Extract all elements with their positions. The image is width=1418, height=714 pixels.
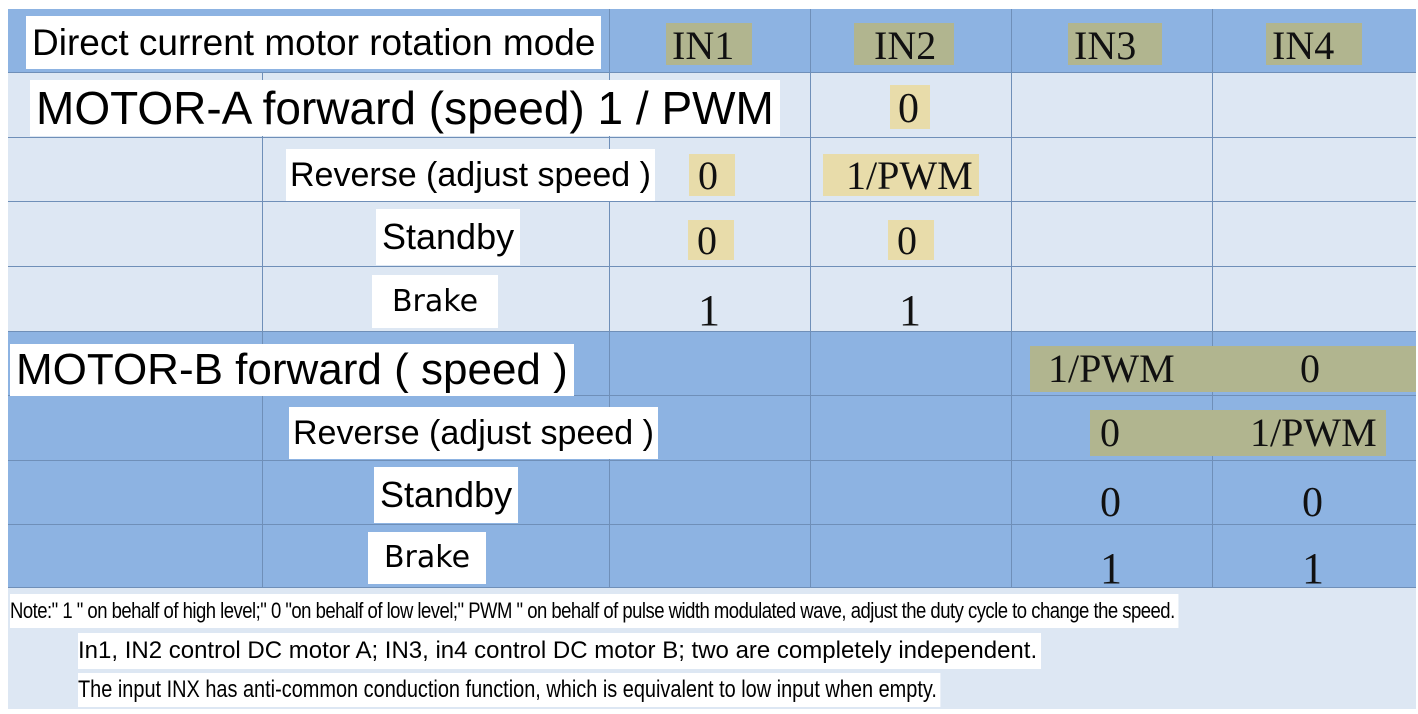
motor-a-brake-label: Brake — [372, 275, 498, 328]
table-row: MOTOR-B forward ( speed ) 1/PWM 0 — [8, 332, 1416, 396]
note-line-3: The input INX has anti-common conduction… — [78, 673, 941, 707]
motor-a-reverse-in2: 1/PWM — [846, 153, 973, 198]
motor-b-forward-label: MOTOR-B forward ( speed ) — [10, 344, 574, 396]
table-header-row: Direct current motor rotation mode IN1 I… — [8, 9, 1416, 73]
motor-a-forward-in2: 0 — [898, 86, 919, 132]
column-header-in3: IN3 — [1074, 23, 1137, 68]
motor-b-standby-in3: 0 — [1100, 480, 1121, 526]
motor-b-standby-in4: 0 — [1302, 480, 1323, 526]
table-row: Reverse (adjust speed ) 0 1/PWM — [8, 138, 1416, 202]
motor-mode-table: Direct current motor rotation mode IN1 I… — [8, 9, 1416, 709]
motor-b-standby-label: Standby — [374, 467, 519, 523]
motor-a-reverse-in1: 0 — [698, 153, 718, 198]
motor-a-standby-label: Standby — [376, 209, 521, 265]
motor-b-forward-in3: 1/PWM — [1048, 346, 1175, 391]
table-row: Reverse (adjust speed ) 0 1/PWM — [8, 396, 1416, 461]
motor-a-brake-in1: 1 — [698, 286, 720, 335]
motor-b-brake-in4: 1 — [1302, 544, 1324, 593]
table-row: Brake 1 1 — [8, 525, 1416, 593]
motor-b-reverse-in4: 1/PWM — [1250, 410, 1377, 455]
motor-b-forward-in4: 0 — [1300, 346, 1320, 391]
motor-a-standby-in2: 0 — [897, 218, 917, 263]
table-row: Brake 1 1 — [8, 267, 1416, 335]
note-line-1: Note:" 1 " on behalf of high level;" 0 "… — [10, 594, 1179, 628]
motor-b-brake-label: Brake — [368, 532, 486, 584]
table-row: MOTOR-A forward (speed) 1 / PWM 0 — [8, 73, 1416, 138]
motor-a-forward-label: MOTOR-A forward (speed) 1 / PWM — [30, 80, 780, 136]
table-title: Direct current motor rotation mode — [26, 16, 602, 69]
column-header-in2: IN2 — [874, 23, 937, 68]
note-line-2: In1, IN2 control DC motor A; IN3, in4 co… — [78, 633, 1042, 669]
motor-b-brake-in3: 1 — [1100, 544, 1122, 593]
table-row: Standby 0 0 — [8, 461, 1416, 525]
table-row: Standby 0 0 — [8, 202, 1416, 267]
column-header-in1: IN1 — [672, 23, 735, 68]
motor-a-reverse-label: Reverse (adjust speed ) — [286, 149, 655, 201]
motor-b-reverse-in3: 0 — [1100, 410, 1120, 455]
column-header-in4: IN4 — [1272, 23, 1335, 68]
motor-a-brake-in2: 1 — [899, 286, 921, 335]
motor-b-reverse-label: Reverse (adjust speed ) — [289, 407, 658, 459]
motor-a-standby-in1: 0 — [697, 218, 717, 263]
